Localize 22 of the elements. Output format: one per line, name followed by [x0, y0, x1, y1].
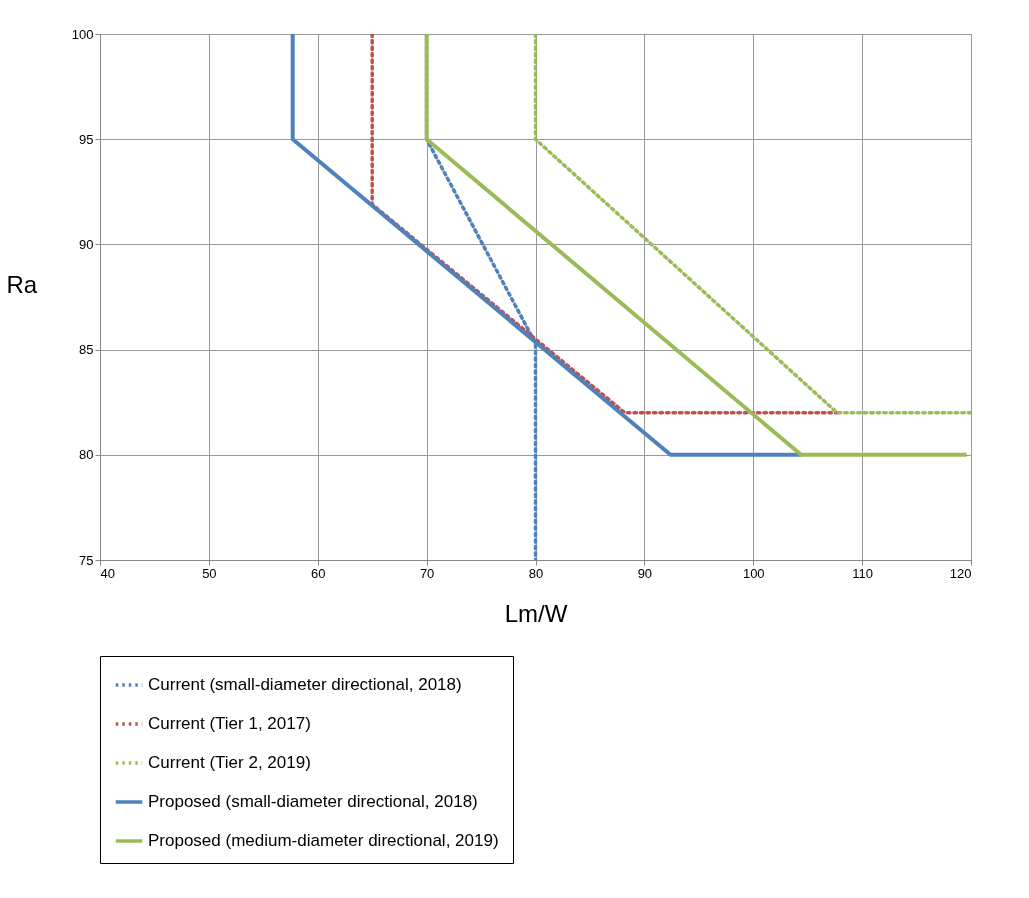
legend-label: Proposed (small-diameter directional, 2018) — [148, 792, 478, 811]
x-axis-title: Lm/W — [504, 599, 568, 627]
x-tick-label: 120 — [949, 565, 972, 581]
legend-label: Proposed (medium-diameter directional, 2019) — [148, 831, 499, 850]
x-tick-label: 110 — [852, 565, 873, 581]
y-axis-title: Ra — [6, 270, 38, 298]
legend-label: Current (Tier 2, 2019) — [148, 753, 311, 772]
x-tick-label: 100 — [742, 565, 765, 581]
y-tick-label: 85 — [79, 342, 94, 358]
x-tick-label: 50 — [202, 565, 217, 581]
x-tick-label: 70 — [419, 565, 435, 581]
y-tick-label: 80 — [79, 447, 94, 463]
y-tick-label: 95 — [79, 131, 94, 147]
x-tick-label: 80 — [528, 565, 544, 581]
y-tick-label: 100 — [71, 26, 94, 42]
y-tick-label: 75 — [79, 552, 94, 568]
legend-label: Current (Tier 1, 2017) — [148, 714, 311, 733]
x-tick-label: 60 — [311, 565, 326, 581]
y-tick-label: 90 — [79, 236, 94, 252]
x-tick-label: 40 — [100, 565, 115, 581]
x-tick-label: 90 — [637, 565, 653, 581]
legend-label: Current (small-diameter directional, 2018) — [148, 675, 462, 694]
